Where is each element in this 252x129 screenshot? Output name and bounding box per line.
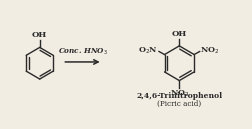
Text: (Picric acid): (Picric acid) [156, 100, 201, 108]
Text: 2,4,6-Trinitrophenol: 2,4,6-Trinitrophenol [136, 92, 222, 100]
Text: OH: OH [32, 31, 47, 39]
Text: NO$_2$: NO$_2$ [169, 88, 188, 99]
Text: OH: OH [171, 30, 186, 38]
Text: NO$_2$: NO$_2$ [200, 46, 219, 57]
Text: Conc. HNO$_3$: Conc. HNO$_3$ [57, 47, 107, 57]
Text: O$_2$N: O$_2$N [138, 46, 158, 57]
